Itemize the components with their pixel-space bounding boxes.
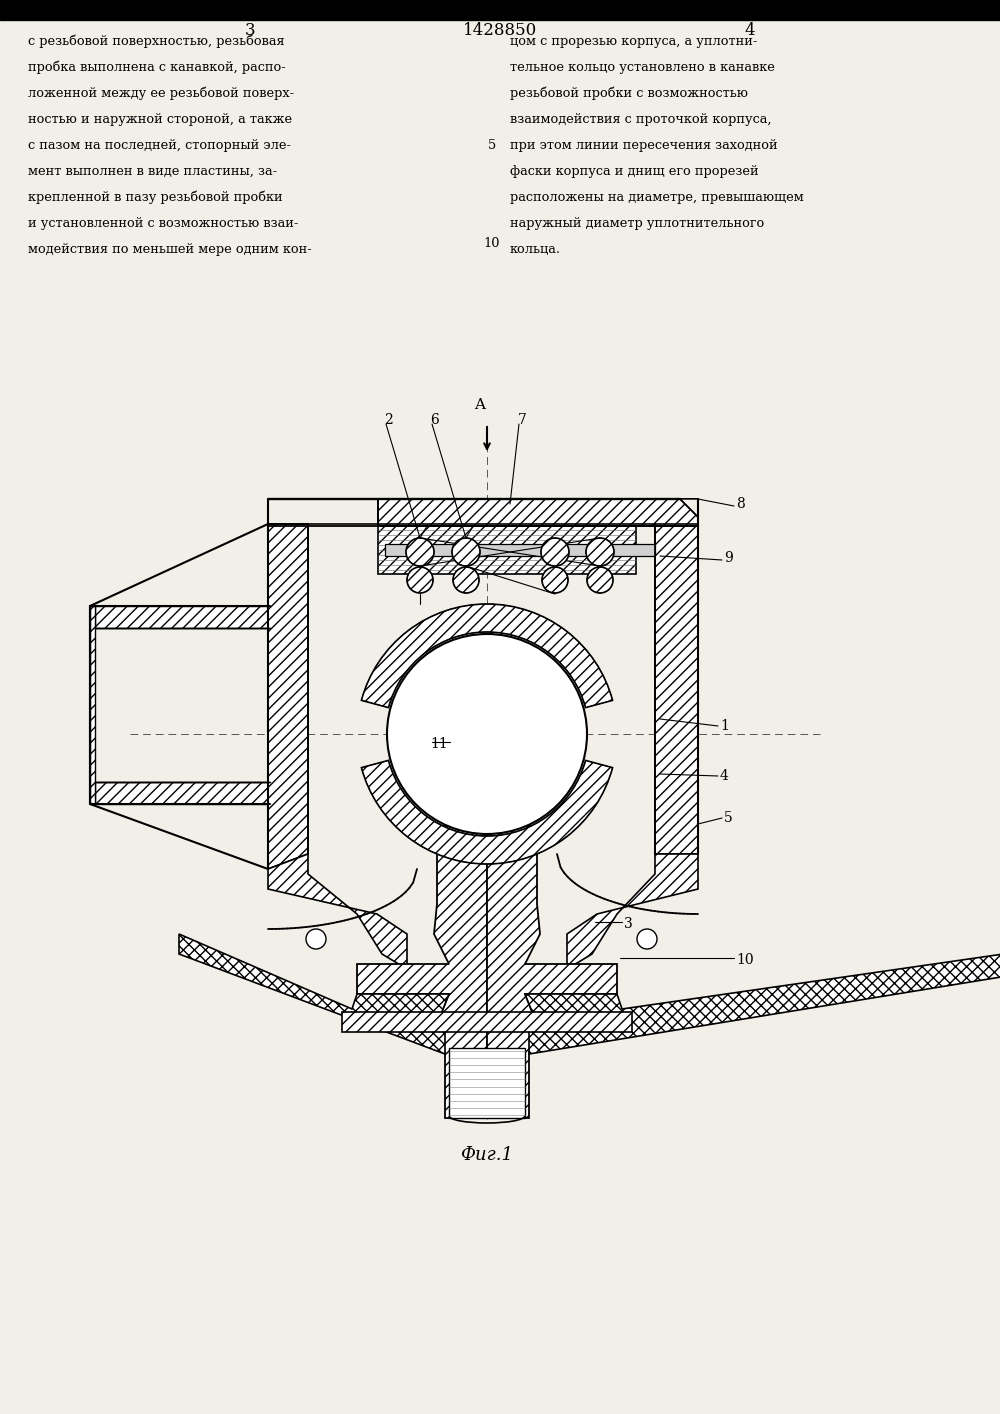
Circle shape xyxy=(637,929,657,949)
Polygon shape xyxy=(179,935,449,1053)
Text: мент выполнен в виде пластины, за-: мент выполнен в виде пластины, за- xyxy=(28,165,277,178)
Text: с пазом на последней, стопорный эле-: с пазом на последней, стопорный эле- xyxy=(28,139,291,151)
Polygon shape xyxy=(378,526,636,574)
Circle shape xyxy=(586,537,614,566)
Text: 4: 4 xyxy=(720,769,729,783)
Text: 5: 5 xyxy=(488,139,496,151)
Text: 10: 10 xyxy=(484,238,500,250)
Polygon shape xyxy=(487,826,617,1118)
Polygon shape xyxy=(357,826,487,1118)
Circle shape xyxy=(406,537,434,566)
Text: Фиг.1: Фиг.1 xyxy=(460,1145,514,1164)
Polygon shape xyxy=(378,499,698,526)
Text: крепленной в пазу резьбовой пробки: крепленной в пазу резьбовой пробки xyxy=(28,191,283,205)
Polygon shape xyxy=(385,544,655,556)
Text: 8: 8 xyxy=(736,496,745,510)
Text: ложенной между ее резьбовой поверх-: ложенной между ее резьбовой поверх- xyxy=(28,88,294,100)
Text: резьбовой пробки с возможностью: резьбовой пробки с возможностью xyxy=(510,88,748,100)
Circle shape xyxy=(452,537,480,566)
Text: пробка выполнена с канавкой, распо-: пробка выполнена с канавкой, распо- xyxy=(28,61,286,75)
Text: 1: 1 xyxy=(720,718,729,732)
Circle shape xyxy=(453,567,479,592)
Text: кольца.: кольца. xyxy=(510,243,561,256)
Text: модействия по меньшей мере одним кон-: модействия по меньшей мере одним кон- xyxy=(28,243,312,256)
Circle shape xyxy=(306,929,326,949)
Polygon shape xyxy=(567,854,698,969)
Text: 9: 9 xyxy=(724,551,733,566)
Text: 4: 4 xyxy=(745,23,755,40)
Circle shape xyxy=(407,567,433,592)
Polygon shape xyxy=(680,499,698,518)
Polygon shape xyxy=(90,607,95,805)
Polygon shape xyxy=(655,525,698,854)
Text: 3: 3 xyxy=(624,918,633,930)
Text: взаимодействия с проточкой корпуса,: взаимодействия с проточкой корпуса, xyxy=(510,113,772,126)
Text: цом с прорезью корпуса, а уплотни-: цом с прорезью корпуса, а уплотни- xyxy=(510,35,757,48)
Polygon shape xyxy=(95,782,270,805)
Text: 1428850: 1428850 xyxy=(463,23,537,40)
Polygon shape xyxy=(268,525,270,628)
Text: ностью и наружной стороной, а также: ностью и наружной стороной, а также xyxy=(28,113,292,126)
Text: с резьбовой поверхностью, резьбовая: с резьбовой поверхностью, резьбовая xyxy=(28,35,285,48)
Polygon shape xyxy=(268,525,308,870)
Text: и установленной с возможностью взаи-: и установленной с возможностью взаи- xyxy=(28,216,298,230)
Polygon shape xyxy=(268,854,407,969)
Polygon shape xyxy=(449,1048,525,1118)
Text: A: A xyxy=(475,397,486,411)
Text: 10: 10 xyxy=(736,953,754,967)
Text: при этом линии пересечения заходной: при этом линии пересечения заходной xyxy=(510,139,778,151)
Circle shape xyxy=(387,633,587,834)
Text: наружный диаметр уплотнительного: наружный диаметр уплотнительного xyxy=(510,216,764,230)
Text: 2: 2 xyxy=(384,413,393,427)
Bar xyxy=(0,0,1000,20)
Circle shape xyxy=(587,567,613,592)
Circle shape xyxy=(542,567,568,592)
Text: расположены на диаметре, превышающем: расположены на диаметре, превышающем xyxy=(510,191,804,204)
Polygon shape xyxy=(342,1012,632,1032)
Polygon shape xyxy=(268,782,270,870)
Wedge shape xyxy=(361,761,613,864)
Text: фаски корпуса и днищ его прорезей: фаски корпуса и днищ его прорезей xyxy=(510,165,759,178)
Polygon shape xyxy=(95,607,270,628)
Polygon shape xyxy=(525,935,1000,1053)
Text: тельное кольцо установлено в канавке: тельное кольцо установлено в канавке xyxy=(510,61,775,74)
Text: 7: 7 xyxy=(518,413,527,427)
Text: 5: 5 xyxy=(724,812,733,824)
Text: 3: 3 xyxy=(245,23,255,40)
Text: 11: 11 xyxy=(430,737,448,751)
Circle shape xyxy=(541,537,569,566)
Wedge shape xyxy=(361,604,613,707)
Text: 6: 6 xyxy=(430,413,439,427)
